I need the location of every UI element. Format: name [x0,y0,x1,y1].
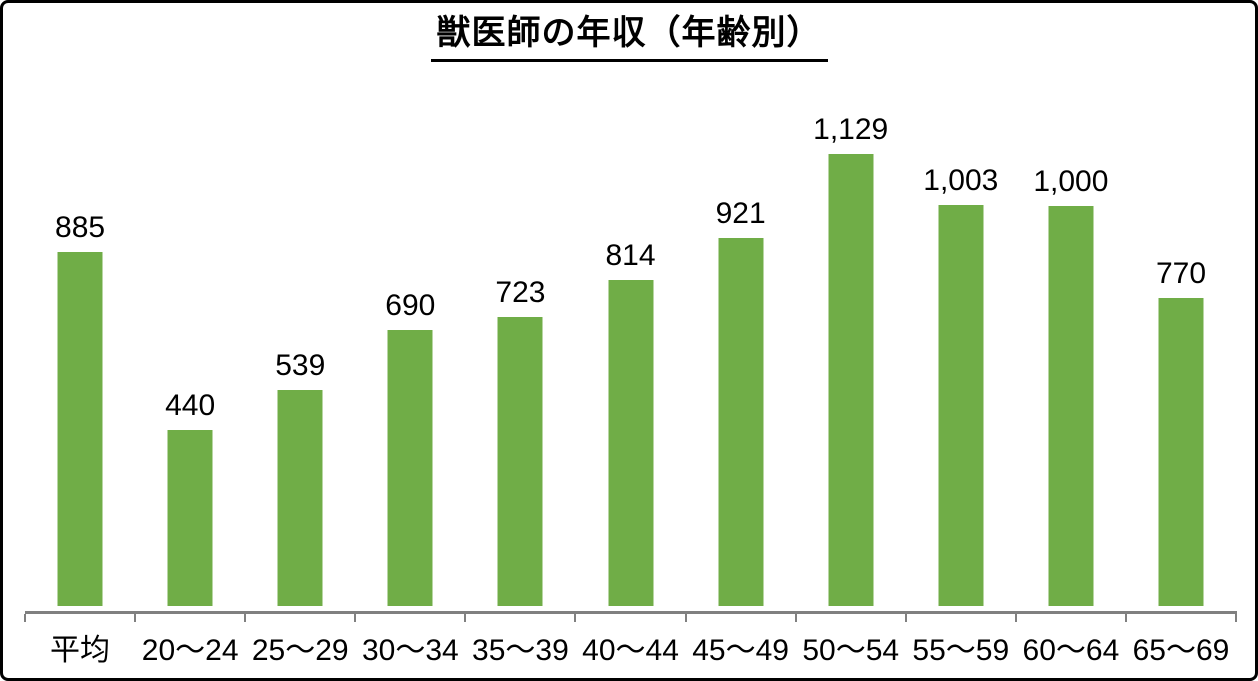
bar-value-label: 723 [495,276,546,309]
x-axis-label: 平均 [50,634,111,667]
x-axis-tick [464,614,467,622]
bar-slot: 690 [355,136,465,606]
x-axis-tick [904,614,907,622]
bar [387,330,433,606]
bar [277,390,323,606]
x-axis-tick [1124,614,1127,622]
bar-value-label: 814 [605,239,656,272]
x-axis-tick [574,614,577,622]
bar-value-label: 440 [165,389,216,422]
bar-slot: 1,129 [796,115,906,606]
x-axis-label: 30～34 [361,634,459,667]
bar [828,154,874,606]
bar [718,238,764,606]
chart-title-container: 獣医師の年収（年齢別） [3,14,1255,63]
x-axis-tick [134,614,137,622]
bar-value-label: 690 [385,289,436,322]
bar-slot: 814 [575,136,685,606]
bar-slot: 921 [686,136,796,606]
bar-slot: 1,003 [906,136,1016,606]
x-axis-ticks [24,614,1237,622]
bar [497,317,543,606]
bar-slot: 885 [25,136,135,606]
bar-value-label: 1,129 [813,113,889,146]
plot-area: 885 440 539 690 723 814 921 1,129 1,003 1,000 770 [25,115,1236,606]
bar [938,205,984,606]
bar-slot: 440 [135,136,245,606]
bar-value-label: 770 [1155,257,1207,290]
x-axis-tick [794,614,797,622]
x-axis-tick [684,614,687,622]
x-axis-tick [1235,614,1237,622]
bar [1158,298,1204,606]
bar [1048,206,1094,606]
x-axis-label: 25～29 [251,634,349,667]
bar-value-label: 1,003 [923,164,999,197]
bar [57,252,103,606]
x-axis-label: 45～49 [692,634,789,667]
x-axis-label: 40～44 [582,634,679,667]
chart-title: 獣医師の年収（年齢別） [430,14,828,63]
x-axis-label: 55～59 [912,634,1010,667]
x-axis-tick [354,614,357,622]
bar-value-label: 539 [275,349,326,382]
x-axis-line [25,611,1237,614]
bar-value-label: 885 [55,211,106,244]
bar-slot: 539 [245,136,355,606]
x-axis-label: 60～64 [1022,634,1120,667]
bar [608,280,654,606]
bar-value-label: 1,000 [1033,165,1109,198]
x-axis-tick [24,614,26,622]
x-axis-label: 20～24 [141,634,239,667]
x-axis-label: 65～69 [1132,634,1230,667]
x-axis-tick [244,614,247,622]
bar-slot: 770 [1126,136,1236,606]
x-axis-labels: 平均 20～24 25～29 30～34 35～39 40～44 45～49 50～54 55～… [25,631,1236,671]
bar-value-label: 921 [715,197,766,230]
bar [167,430,213,606]
x-axis-tick [1014,614,1017,622]
x-axis-label: 35～39 [472,634,569,667]
x-axis-label: 50～54 [802,634,900,667]
bar-slot: 723 [465,136,575,606]
bar-slot: 1,000 [1016,136,1126,606]
